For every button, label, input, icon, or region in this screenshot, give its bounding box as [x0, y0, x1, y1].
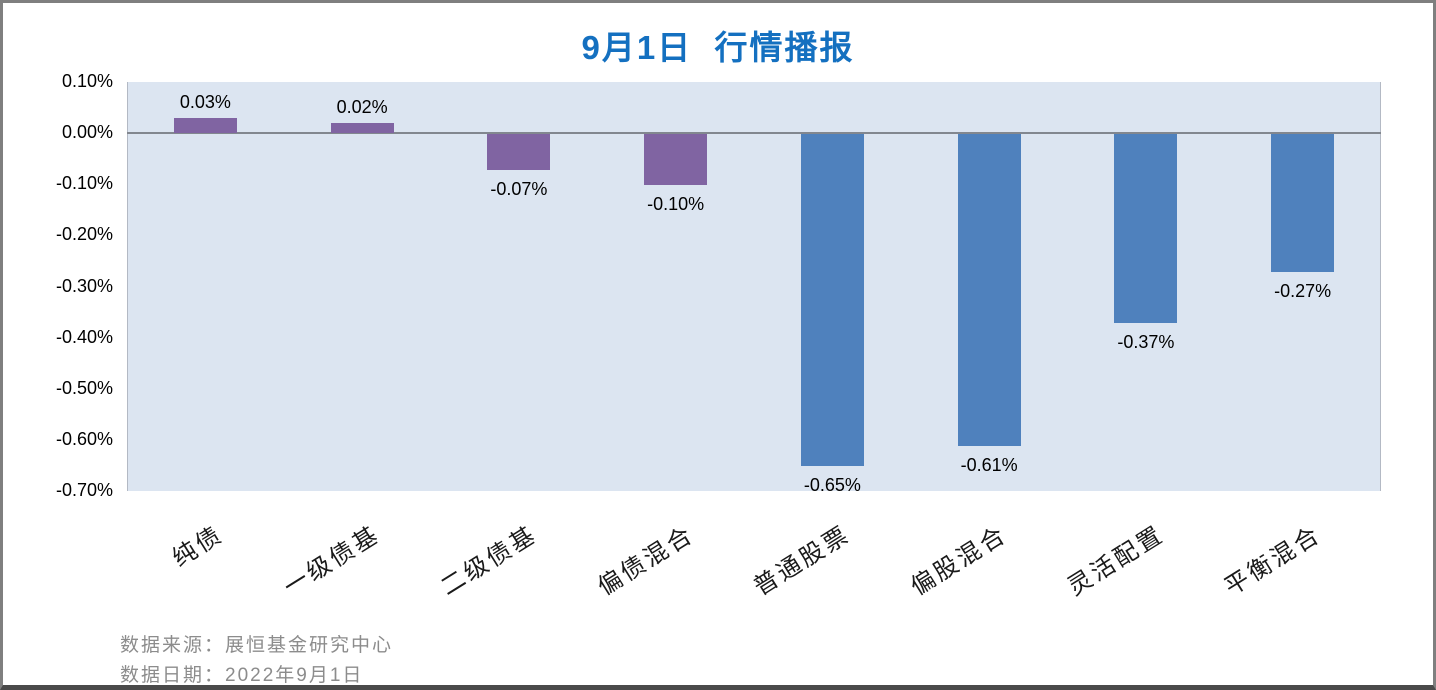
y-tick-label: 0.00%	[61, 122, 113, 143]
value-label: -0.61%	[960, 454, 1018, 475]
y-tick-label: -0.40%	[55, 326, 113, 347]
bar-偏债混合	[644, 134, 708, 186]
bar-偏股混合	[957, 134, 1021, 446]
y-tick-label: -0.20%	[55, 224, 113, 245]
bar-灵活配置	[1114, 134, 1178, 324]
x-category-label: 一级债基	[279, 520, 386, 602]
x-category-label: 平衡混合	[1219, 520, 1326, 602]
value-label: -0.07%	[490, 178, 548, 199]
value-label: -0.37%	[1117, 332, 1175, 353]
x-category-label: 普通股票	[749, 520, 856, 602]
value-label: 0.03%	[179, 91, 231, 112]
zero-axis-line	[127, 132, 1381, 135]
bar-普通股票	[800, 134, 864, 467]
value-label: -0.10%	[647, 194, 705, 215]
bar-二级债基	[487, 134, 551, 170]
y-tick-label: -0.70%	[55, 480, 113, 500]
y-tick-label: -0.10%	[55, 173, 113, 194]
x-category-label: 偏股混合	[906, 520, 1013, 602]
x-category-label: 二级债基	[435, 520, 542, 602]
data-date-note: 数据日期：2022年9月1日	[120, 665, 364, 686]
bar-平衡混合	[1271, 134, 1335, 273]
x-category-label: 偏债混合	[592, 520, 699, 602]
chart-title: 9月1日 行情播报	[581, 29, 855, 66]
bar-一级债基	[330, 122, 394, 134]
y-tick-label: 0.10%	[61, 71, 113, 91]
y-tick-label: -0.60%	[55, 428, 113, 449]
value-label: 0.02%	[336, 96, 388, 117]
plot-area	[127, 82, 1381, 491]
x-category-label: 灵活配置	[1062, 520, 1169, 602]
value-label: -0.65%	[803, 475, 861, 496]
value-label: -0.27%	[1274, 281, 1332, 302]
x-category-label: 纯债	[168, 520, 229, 573]
y-tick-label: -0.30%	[55, 275, 113, 296]
bar-纯债	[173, 117, 237, 134]
data-source-note: 数据来源：展恒基金研究中心	[120, 635, 394, 656]
y-tick-label: -0.50%	[55, 377, 113, 398]
